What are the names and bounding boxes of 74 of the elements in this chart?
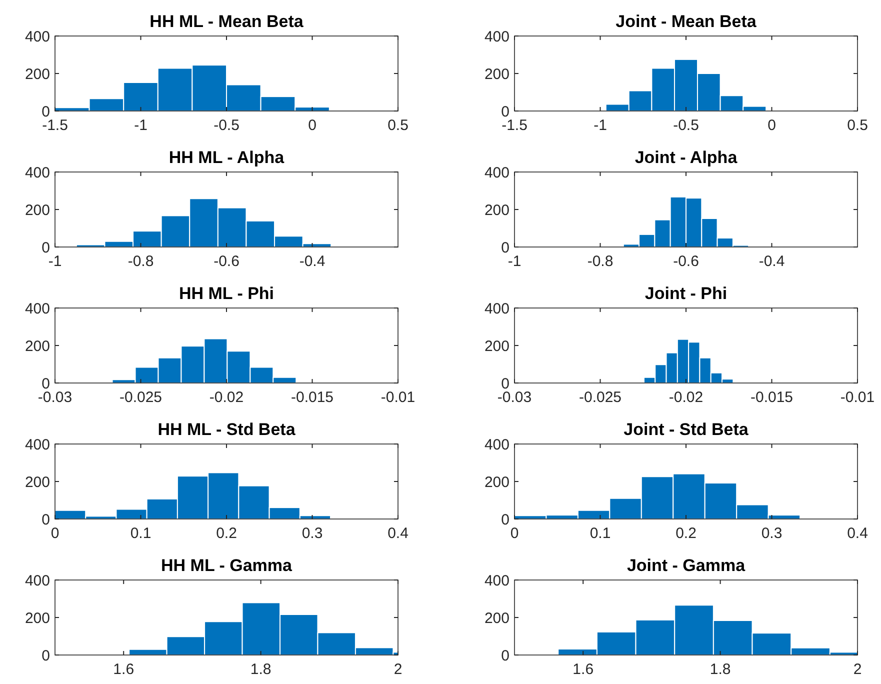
y-tick-label: 400 bbox=[484, 436, 510, 454]
x-tick-label: -0.8 bbox=[587, 253, 614, 270]
y-tick-label: 200 bbox=[484, 66, 510, 83]
y-tick-label: 400 bbox=[484, 28, 510, 46]
y-tick-label: 200 bbox=[24, 338, 50, 355]
x-tick-label: -0.02 bbox=[209, 389, 244, 406]
x-tick-label: 0.5 bbox=[847, 117, 868, 134]
x-tick-label: 0.2 bbox=[676, 525, 696, 542]
x-tick-label: 2 bbox=[853, 661, 862, 678]
chart-title: HH ML - Alpha bbox=[168, 148, 285, 167]
y-tick-label: 200 bbox=[484, 202, 510, 219]
chart-title: Joint - Std Beta bbox=[624, 420, 749, 439]
x-tick-label: -0.01 bbox=[840, 389, 875, 406]
chart-title: Joint - Alpha bbox=[634, 148, 738, 167]
x-tick-label: -0.4 bbox=[758, 253, 785, 270]
chart-title: HH ML - Mean Beta bbox=[150, 12, 304, 31]
y-tick-label: 200 bbox=[24, 66, 50, 83]
x-tick-label: 0.3 bbox=[761, 525, 782, 542]
y-tick-label: 400 bbox=[24, 300, 50, 318]
y-tick-label: 200 bbox=[24, 474, 50, 491]
x-tick-label: -0.8 bbox=[128, 253, 154, 270]
x-tick-label: -0.015 bbox=[750, 389, 794, 406]
chart-title: Joint - Mean Beta bbox=[616, 12, 757, 31]
y-tick-label: 0 bbox=[42, 511, 50, 528]
chart-title: HH ML - Gamma bbox=[161, 556, 293, 575]
x-tick-label: -0.025 bbox=[119, 389, 162, 406]
x-tick-label: -0.5 bbox=[673, 117, 699, 134]
x-tick-label: 0 bbox=[308, 117, 316, 134]
x-tick-label: 0.4 bbox=[388, 525, 408, 542]
x-tick-label: -1 bbox=[594, 117, 607, 134]
x-tick-label: -0.5 bbox=[214, 117, 240, 134]
x-tick-label: -0.025 bbox=[578, 389, 622, 406]
y-tick-label: 400 bbox=[484, 300, 510, 318]
x-tick-label: 0.1 bbox=[590, 525, 611, 542]
x-tick-label: 0.1 bbox=[130, 525, 152, 542]
y-tick-label: 0 bbox=[501, 511, 510, 528]
x-tick-label: 1.6 bbox=[113, 661, 134, 678]
x-tick-label: 2 bbox=[394, 661, 402, 678]
x-tick-label: 1.6 bbox=[572, 661, 594, 678]
x-tick-label: 0.4 bbox=[847, 525, 868, 542]
y-tick-label: 0 bbox=[501, 239, 510, 256]
y-tick-label: 200 bbox=[484, 338, 510, 355]
x-tick-label: -0.6 bbox=[673, 253, 699, 270]
x-tick-label: 1.8 bbox=[710, 661, 731, 678]
x-tick-label: -0.6 bbox=[214, 253, 240, 270]
chart-title: Joint - Gamma bbox=[626, 556, 746, 575]
y-tick-label: 400 bbox=[484, 164, 510, 182]
x-tick-label: -1 bbox=[134, 117, 148, 134]
y-tick-label: 400 bbox=[24, 436, 50, 454]
x-tick-label: -0.01 bbox=[380, 389, 416, 406]
x-tick-label: -1 bbox=[508, 253, 522, 270]
y-tick-label: 200 bbox=[484, 610, 510, 627]
chart-title: Joint - Phi bbox=[644, 284, 728, 303]
y-tick-label: 200 bbox=[24, 202, 50, 219]
x-tick-label: 0.5 bbox=[388, 117, 408, 134]
x-tick-label: -1 bbox=[48, 253, 62, 270]
x-tick-label: 0.3 bbox=[302, 525, 323, 542]
x-tick-label: 0 bbox=[768, 117, 776, 134]
y-tick-label: 0 bbox=[501, 647, 510, 664]
y-tick-label: 400 bbox=[484, 572, 510, 590]
y-tick-label: 0 bbox=[42, 239, 50, 256]
x-tick-label: -0.02 bbox=[668, 389, 704, 406]
y-tick-label: 400 bbox=[24, 28, 50, 46]
x-tick-label: -0.4 bbox=[299, 253, 326, 270]
y-tick-label: 200 bbox=[484, 474, 510, 491]
y-tick-label: 0 bbox=[42, 647, 50, 664]
y-tick-label: 400 bbox=[24, 572, 50, 590]
x-tick-label: 0.2 bbox=[216, 525, 237, 542]
y-tick-label: 400 bbox=[24, 164, 50, 182]
chart-title: HH ML - Std Beta bbox=[158, 420, 296, 439]
x-tick-label: 1.8 bbox=[250, 661, 272, 678]
y-tick-label: 200 bbox=[24, 610, 50, 627]
chart-title: HH ML - Phi bbox=[178, 284, 274, 303]
x-tick-label: -0.015 bbox=[290, 389, 334, 406]
